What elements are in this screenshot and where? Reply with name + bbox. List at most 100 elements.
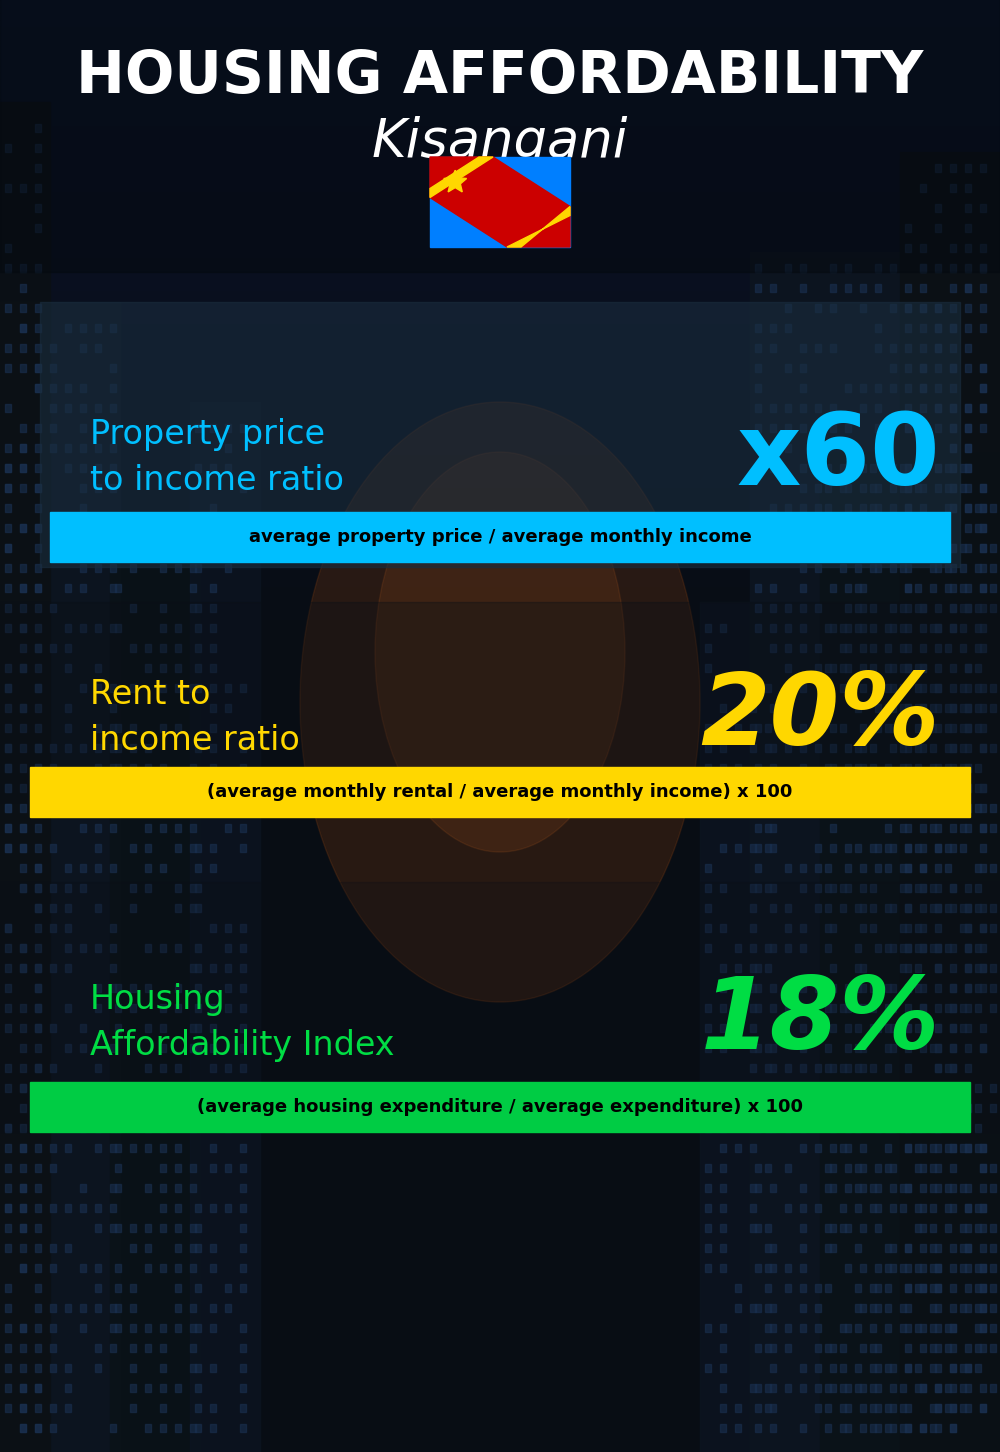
Bar (720, 1144, 726, 1151)
Bar (130, 563, 136, 572)
Bar (0, 408, 1000, 415)
Bar (785, 404, 791, 412)
Bar (0, 125, 1000, 132)
Bar (210, 504, 216, 513)
Bar (195, 984, 201, 992)
Bar (770, 324, 776, 333)
Bar (965, 704, 971, 711)
Bar (145, 844, 151, 852)
Bar (825, 1284, 831, 1292)
Bar (195, 1244, 201, 1252)
Bar (830, 285, 836, 292)
Bar (825, 465, 831, 472)
Bar (915, 1024, 921, 1032)
Bar (950, 264, 956, 272)
Bar (95, 563, 101, 572)
Bar (830, 725, 836, 732)
Bar (945, 465, 951, 472)
Bar (210, 684, 216, 693)
Bar (35, 544, 41, 552)
Bar (750, 743, 756, 752)
Bar (160, 1104, 166, 1112)
Bar (190, 1244, 196, 1252)
Bar (80, 743, 86, 752)
Bar (915, 544, 921, 552)
Bar (905, 1183, 911, 1192)
Bar (960, 1024, 966, 1032)
Bar (980, 303, 986, 312)
Bar (830, 844, 836, 852)
Bar (705, 1165, 711, 1172)
Bar (990, 1304, 996, 1313)
Bar (755, 725, 761, 732)
Bar (920, 404, 926, 412)
Bar (770, 465, 776, 472)
Bar (885, 984, 891, 992)
Bar (980, 203, 986, 212)
Bar (965, 324, 971, 333)
Bar (750, 944, 756, 953)
Bar (960, 1244, 966, 1252)
Bar (975, 944, 981, 953)
Bar (175, 884, 181, 892)
Bar (50, 1064, 56, 1072)
Bar (5, 984, 11, 992)
Bar (720, 1244, 726, 1252)
Bar (35, 804, 41, 812)
Bar (870, 645, 876, 652)
Bar (860, 1044, 866, 1053)
Bar (705, 1224, 711, 1231)
Bar (825, 884, 831, 892)
Bar (770, 504, 776, 513)
Bar (750, 704, 756, 711)
Bar (735, 1104, 741, 1112)
Bar (875, 504, 881, 513)
Bar (875, 444, 881, 452)
Bar (130, 684, 136, 693)
Bar (195, 1044, 201, 1053)
Bar (960, 604, 966, 611)
Bar (950, 344, 956, 351)
Bar (845, 604, 851, 611)
Bar (960, 1104, 966, 1112)
Bar (935, 465, 941, 472)
Bar (860, 544, 866, 552)
Bar (920, 1044, 926, 1053)
Bar (905, 784, 911, 791)
Bar (65, 324, 71, 333)
Bar (195, 1085, 201, 1092)
Bar (975, 1003, 981, 1012)
Bar (935, 264, 941, 272)
Bar (860, 905, 866, 912)
Bar (110, 944, 116, 953)
Bar (80, 884, 86, 892)
Bar (755, 1003, 761, 1012)
Bar (130, 984, 136, 992)
Bar (825, 864, 831, 873)
Bar (735, 784, 741, 791)
Bar (920, 285, 926, 292)
Bar (785, 743, 791, 752)
Bar (160, 1003, 166, 1012)
Bar (905, 1424, 911, 1432)
Bar (20, 1044, 26, 1053)
Bar (845, 1104, 851, 1112)
Bar (965, 704, 971, 711)
Bar (765, 1244, 771, 1252)
Bar (960, 1003, 966, 1012)
Bar (20, 944, 26, 953)
Bar (870, 764, 876, 772)
Bar (770, 804, 776, 812)
Bar (35, 424, 41, 433)
Bar (240, 1064, 246, 1072)
Bar (815, 563, 821, 572)
Bar (240, 1044, 246, 1053)
Bar (240, 923, 246, 932)
Bar (935, 944, 941, 953)
Bar (920, 1284, 926, 1292)
Bar (930, 624, 936, 632)
Bar (815, 344, 821, 351)
Bar (5, 844, 11, 852)
Bar (815, 544, 821, 552)
Bar (145, 1265, 151, 1272)
